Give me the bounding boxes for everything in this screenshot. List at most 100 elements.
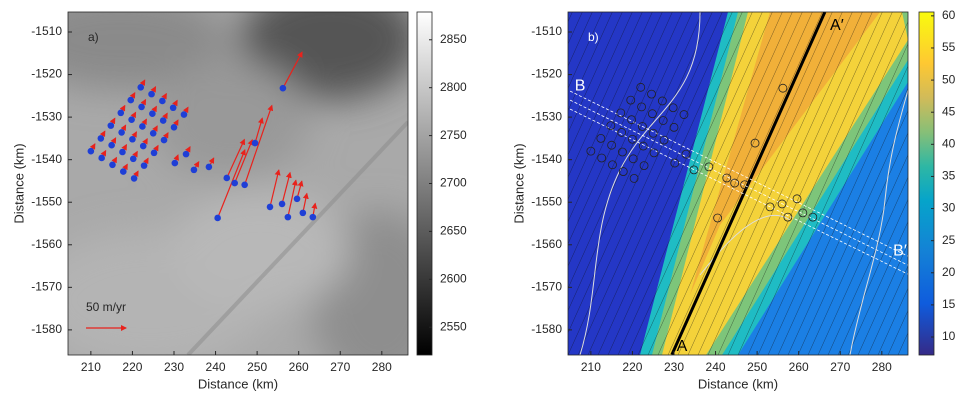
plot-area bbox=[10, 0, 450, 390]
station bbox=[231, 180, 238, 187]
station bbox=[149, 110, 156, 117]
x-tick-label: 270 bbox=[830, 360, 850, 374]
y-tick-label: -1570 bbox=[531, 280, 562, 294]
station bbox=[151, 150, 158, 157]
station bbox=[183, 151, 190, 158]
station bbox=[118, 129, 125, 136]
colorbar-tick-label: 40 bbox=[942, 136, 956, 150]
y-tick-label: -1530 bbox=[531, 109, 562, 123]
y-tick-label: -1540 bbox=[31, 152, 62, 166]
station bbox=[252, 140, 259, 147]
y-tick-label: -1550 bbox=[531, 194, 562, 208]
x-tick-label: 240 bbox=[206, 360, 226, 374]
station bbox=[310, 214, 317, 221]
station bbox=[279, 201, 286, 208]
station bbox=[150, 130, 157, 137]
x-tick-label: 260 bbox=[789, 360, 809, 374]
x-tick-label: 220 bbox=[622, 360, 642, 374]
station bbox=[172, 160, 179, 167]
panel-label: b) bbox=[588, 30, 599, 44]
x-tick-label: 250 bbox=[747, 360, 767, 374]
scale-label: 50 m/yr bbox=[86, 300, 126, 314]
station bbox=[129, 136, 136, 143]
station bbox=[300, 210, 307, 217]
colorbar-tick-label: 2850 bbox=[440, 32, 467, 46]
station bbox=[181, 111, 188, 118]
station bbox=[120, 168, 127, 175]
station bbox=[267, 204, 274, 211]
colorbar-tick-label: 35 bbox=[942, 169, 956, 183]
y-tick-label: -1540 bbox=[531, 152, 562, 166]
y-axis-label: Distance (km) bbox=[11, 143, 26, 223]
colorbar-tick-label: 2700 bbox=[440, 176, 467, 190]
station bbox=[130, 156, 137, 163]
station bbox=[241, 181, 248, 188]
station bbox=[137, 84, 144, 91]
y-tick-label: -1550 bbox=[31, 194, 62, 208]
colorbar-tick-label: 2600 bbox=[440, 271, 467, 285]
station bbox=[206, 164, 213, 171]
station bbox=[139, 123, 146, 130]
station bbox=[141, 162, 148, 169]
y-tick-label: -1520 bbox=[531, 67, 562, 81]
station bbox=[280, 85, 287, 92]
colorbar-tick-label: 60 bbox=[942, 8, 956, 22]
colorbar-tick-label: 2550 bbox=[440, 319, 467, 333]
station bbox=[171, 124, 178, 131]
profile-label: B′ bbox=[893, 242, 907, 259]
x-tick-label: 210 bbox=[81, 360, 101, 374]
colorbar-tick-label: 2650 bbox=[440, 224, 467, 238]
station bbox=[109, 161, 116, 168]
station bbox=[294, 196, 301, 203]
x-tick-label: 220 bbox=[122, 360, 142, 374]
colorbar-tick-label: 25 bbox=[942, 233, 956, 247]
colorbar bbox=[919, 12, 934, 355]
x-tick-label: 280 bbox=[872, 360, 892, 374]
colorbar-tick-label: 10 bbox=[942, 329, 956, 343]
colorbar-tick-label: 50 bbox=[942, 72, 956, 86]
y-tick-label: -1520 bbox=[31, 67, 62, 81]
station bbox=[140, 143, 147, 150]
colorbar-tick-label: 15 bbox=[942, 297, 956, 311]
shade bbox=[170, 190, 350, 310]
y-tick-label: -1530 bbox=[31, 109, 62, 123]
colorbar-tick-label: 30 bbox=[942, 201, 956, 215]
x-tick-label: 260 bbox=[289, 360, 309, 374]
y-axis-label: Distance (km) bbox=[511, 143, 526, 223]
x-tick-label: 230 bbox=[664, 360, 684, 374]
colorbar-tick-label: 55 bbox=[942, 40, 956, 54]
station bbox=[223, 175, 230, 182]
x-axis-label: Distance (km) bbox=[198, 376, 278, 391]
station bbox=[159, 98, 166, 105]
station bbox=[138, 104, 145, 111]
station bbox=[127, 97, 134, 104]
y-tick-label: -1560 bbox=[531, 237, 562, 251]
station bbox=[191, 167, 198, 174]
station bbox=[98, 155, 105, 162]
station bbox=[214, 215, 221, 222]
station bbox=[128, 116, 135, 123]
x-tick-label: 240 bbox=[706, 360, 726, 374]
station bbox=[285, 214, 292, 221]
colorbar-tick-label: 2750 bbox=[440, 128, 467, 142]
station bbox=[88, 148, 95, 155]
station bbox=[108, 142, 115, 149]
x-axis-label: Distance (km) bbox=[698, 376, 778, 391]
x-tick-label: 230 bbox=[164, 360, 184, 374]
colorbar-tick-label: 45 bbox=[942, 104, 956, 118]
y-tick-label: -1560 bbox=[31, 237, 62, 251]
contour bbox=[958, 12, 962, 355]
x-tick-label: 210 bbox=[581, 360, 601, 374]
station bbox=[148, 91, 155, 98]
station bbox=[119, 149, 126, 156]
colorbar-tick-label: 2800 bbox=[440, 80, 467, 94]
panel-label: a) bbox=[88, 30, 99, 44]
y-tick-label: -1580 bbox=[31, 322, 62, 336]
station bbox=[117, 110, 124, 117]
profile-label: B bbox=[575, 77, 586, 94]
profile-label: A bbox=[677, 338, 688, 355]
y-tick-label: -1580 bbox=[531, 322, 562, 336]
station bbox=[108, 122, 115, 129]
y-tick-label: -1570 bbox=[31, 280, 62, 294]
station bbox=[131, 175, 138, 182]
